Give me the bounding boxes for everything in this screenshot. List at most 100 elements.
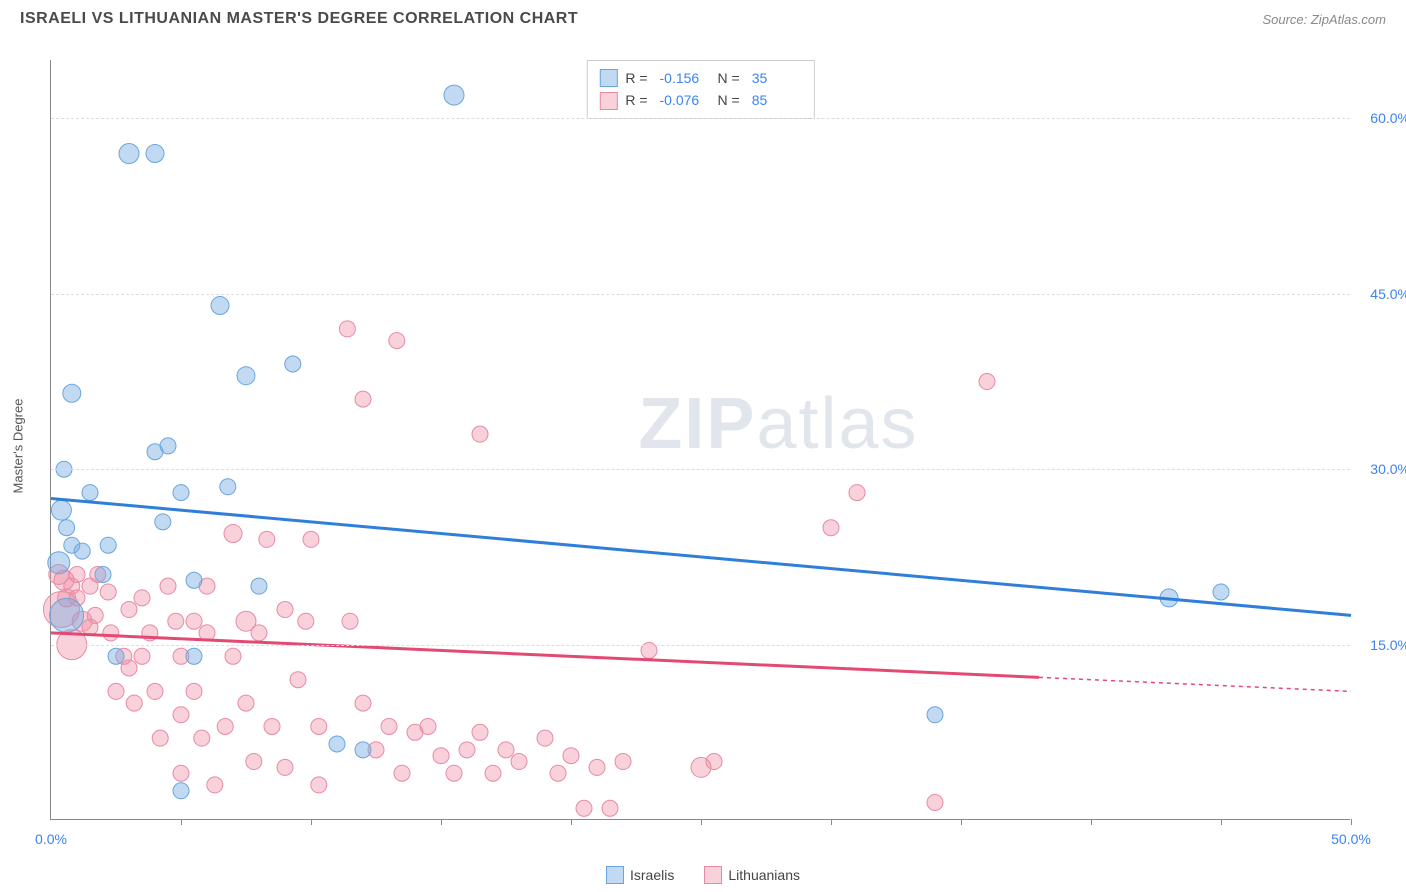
x-tick	[571, 819, 572, 825]
legend-n-value: 35	[752, 67, 802, 89]
data-point	[237, 367, 255, 385]
data-point	[311, 718, 327, 734]
x-tick-label: 50.0%	[1331, 831, 1371, 847]
data-point	[342, 613, 358, 629]
data-point	[290, 672, 306, 688]
data-point	[220, 479, 236, 495]
data-point	[303, 531, 319, 547]
data-point	[69, 566, 85, 582]
chart-plot-area: ZIPatlas R =-0.156N =35R =-0.076N =85 15…	[50, 60, 1350, 820]
data-point	[194, 730, 210, 746]
data-point	[259, 531, 275, 547]
legend-r-value: -0.156	[660, 67, 710, 89]
data-point	[485, 765, 501, 781]
data-point	[225, 648, 241, 664]
data-point	[381, 718, 397, 734]
data-point	[186, 613, 202, 629]
data-point	[246, 754, 262, 770]
data-point	[103, 625, 119, 641]
legend-n-label: N =	[718, 67, 740, 89]
data-point	[472, 426, 488, 442]
data-point	[251, 578, 267, 594]
gridline	[51, 469, 1350, 470]
data-point	[498, 742, 514, 758]
x-tick-label: 0.0%	[35, 831, 67, 847]
y-tick-label: 60.0%	[1370, 110, 1406, 126]
data-point	[152, 730, 168, 746]
x-tick	[181, 819, 182, 825]
x-tick	[441, 819, 442, 825]
gridline	[51, 645, 1350, 646]
data-point	[550, 765, 566, 781]
data-point	[108, 683, 124, 699]
data-point	[211, 297, 229, 315]
data-point	[160, 438, 176, 454]
data-point	[121, 602, 137, 618]
data-point	[173, 707, 189, 723]
data-point	[563, 748, 579, 764]
data-point	[251, 625, 267, 641]
data-point	[186, 572, 202, 588]
data-point	[979, 374, 995, 390]
legend-series-item: Israelis	[606, 866, 674, 884]
data-point	[51, 500, 71, 520]
trend-line	[1039, 677, 1351, 691]
data-point	[108, 648, 124, 664]
data-point	[1213, 584, 1229, 600]
legend-swatch	[606, 866, 624, 884]
legend-r-label: R =	[625, 89, 647, 111]
data-point	[264, 718, 280, 734]
data-point	[576, 800, 592, 816]
data-point	[121, 660, 137, 676]
y-axis-label: Master's Degree	[11, 399, 26, 494]
data-point	[339, 321, 355, 337]
legend-series-label: Lithuanians	[728, 867, 800, 883]
legend-series-item: Lithuanians	[704, 866, 800, 884]
data-point	[146, 145, 164, 163]
data-point	[168, 613, 184, 629]
data-point	[433, 748, 449, 764]
data-point	[126, 695, 142, 711]
source-attribution: Source: ZipAtlas.com	[1262, 12, 1386, 27]
data-point	[186, 683, 202, 699]
data-point	[59, 520, 75, 536]
data-point	[285, 356, 301, 372]
data-point	[134, 590, 150, 606]
legend-n-value: 85	[752, 89, 802, 111]
data-point	[100, 537, 116, 553]
data-point	[927, 707, 943, 723]
data-point	[355, 742, 371, 758]
x-tick	[1351, 819, 1352, 825]
data-point	[173, 485, 189, 501]
data-point	[355, 391, 371, 407]
data-point	[87, 607, 103, 623]
legend-swatch	[599, 69, 617, 87]
x-tick	[831, 819, 832, 825]
legend-swatch	[599, 92, 617, 110]
series-legend: Israelis Lithuanians	[606, 866, 800, 884]
stats-legend: R =-0.156N =35R =-0.076N =85	[586, 60, 814, 119]
legend-r-label: R =	[625, 67, 647, 89]
data-point	[589, 759, 605, 775]
data-point	[444, 85, 464, 105]
y-tick-label: 45.0%	[1370, 286, 1406, 302]
data-point	[355, 695, 371, 711]
data-point	[82, 485, 98, 501]
data-point	[849, 485, 865, 501]
chart-title: ISRAELI VS LITHUANIAN MASTER'S DEGREE CO…	[20, 10, 578, 28]
data-point	[823, 520, 839, 536]
data-point	[472, 724, 488, 740]
data-point	[173, 783, 189, 799]
data-point	[217, 718, 233, 734]
data-point	[147, 683, 163, 699]
data-point	[238, 695, 254, 711]
data-point	[389, 333, 405, 349]
data-point	[706, 754, 722, 770]
data-point	[459, 742, 475, 758]
x-tick	[1091, 819, 1092, 825]
legend-r-value: -0.076	[660, 89, 710, 111]
x-tick	[961, 819, 962, 825]
data-point	[602, 800, 618, 816]
data-point	[207, 777, 223, 793]
data-point	[394, 765, 410, 781]
